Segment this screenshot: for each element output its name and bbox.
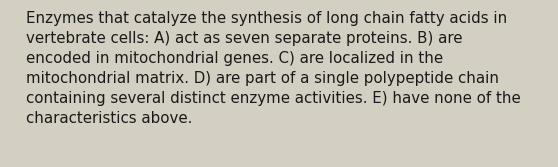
Text: Enzymes that catalyze the synthesis of long chain fatty acids in
vertebrate cell: Enzymes that catalyze the synthesis of l… <box>26 11 521 126</box>
